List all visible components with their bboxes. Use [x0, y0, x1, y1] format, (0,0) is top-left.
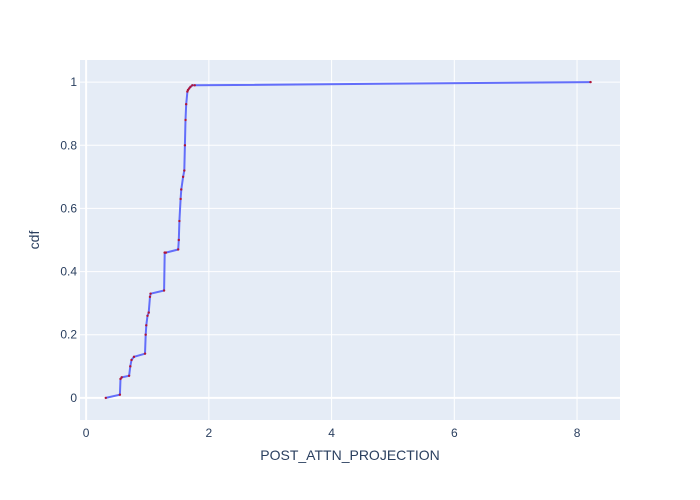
x-tick-label: 6	[451, 426, 458, 440]
data-point	[132, 355, 136, 359]
y-tick-label: 0	[70, 391, 77, 405]
data-point	[164, 251, 168, 254]
y-axis-title: cdf	[26, 231, 42, 250]
data-point	[149, 292, 152, 295]
data-point	[118, 393, 122, 396]
data-point	[178, 219, 181, 223]
y-tick-label: 1	[70, 75, 77, 89]
data-point	[191, 84, 194, 87]
x-tick-label: 8	[574, 426, 581, 440]
data-point	[147, 311, 150, 314]
data-point	[176, 248, 180, 251]
y-axis-ticks: 0 0.2 0.4 0.6 0.8 1	[60, 75, 77, 405]
data-point	[179, 197, 182, 201]
gridlines	[80, 60, 620, 420]
cdf-series	[104, 80, 592, 400]
plot-background	[80, 60, 620, 420]
data-point	[183, 144, 187, 147]
data-point	[180, 188, 183, 191]
data-point	[143, 352, 147, 355]
y-tick-label: 0.2	[60, 328, 77, 342]
data-point	[589, 80, 592, 84]
data-point	[104, 396, 107, 400]
data-point	[146, 314, 149, 317]
data-point	[184, 118, 187, 122]
x-tick-label: 0	[83, 426, 90, 440]
data-point	[181, 175, 185, 179]
x-tick-label: 4	[328, 426, 335, 440]
y-tick-label: 0.8	[60, 138, 77, 152]
data-point	[144, 333, 147, 336]
data-point	[183, 169, 186, 172]
data-point	[120, 376, 123, 379]
data-point	[130, 358, 133, 362]
x-axis-title: POST_ATTN_PROJECTION	[260, 447, 439, 463]
data-point	[177, 238, 180, 242]
data-point	[162, 289, 166, 292]
y-tick-label: 0.4	[60, 265, 77, 279]
data-point	[129, 365, 132, 368]
data-point	[127, 374, 131, 377]
data-point	[193, 84, 196, 87]
data-point	[184, 103, 188, 106]
x-axis-ticks: 0 2 4 6 8	[83, 426, 581, 440]
data-point	[145, 324, 148, 327]
data-point	[148, 295, 152, 299]
data-point	[189, 85, 192, 89]
y-tick-label: 0.6	[60, 201, 77, 215]
x-tick-label: 2	[206, 426, 213, 440]
